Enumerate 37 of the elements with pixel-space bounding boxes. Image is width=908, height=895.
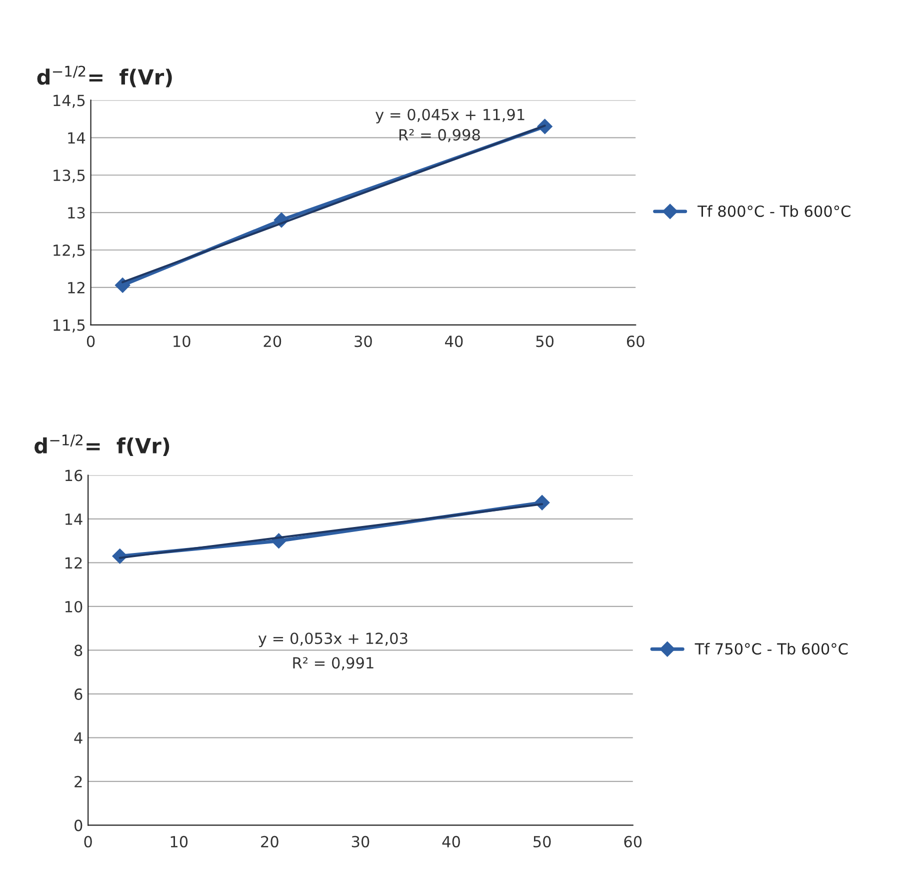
y-tick-label: 14	[68, 132, 86, 144]
x-tick-label: 60	[626, 336, 644, 348]
y-tick-label: 6	[74, 688, 82, 700]
y-tick-label: 4	[74, 732, 82, 744]
annotation: y = 0,045x + 11,91	[376, 108, 524, 124]
y-tick-label: 11,5	[54, 320, 85, 332]
x-tick-label: 50	[536, 336, 554, 348]
y-tick-label: 12	[68, 282, 84, 294]
y-tick-label: 14,5	[54, 94, 85, 108]
x-tick-label: 30	[352, 836, 370, 848]
annotation: R² = 0,991	[293, 657, 374, 670]
y-tick-label: 13	[68, 207, 85, 219]
x-tick-label: 20	[261, 836, 278, 848]
x-tick-label: 50	[534, 836, 551, 848]
chart-title: d$^{−1/2}$= f(Vr)	[34, 434, 170, 456]
y-tick-label: 12,5	[54, 244, 85, 258]
x-tick-label: 20	[264, 336, 282, 348]
legend-label: Tf 750°C - Tb 600°C	[694, 642, 848, 655]
x-tick-label: 40	[445, 336, 463, 348]
x-tick-label: 30	[354, 336, 372, 348]
x-tick-label: 60	[624, 836, 642, 848]
y-tick-label: 16	[65, 470, 82, 482]
y-tick-label: 10	[65, 600, 82, 612]
chart-title: d$^{−1/2}$= f(Vr)	[37, 66, 172, 88]
x-tick-label: 40	[442, 836, 460, 848]
annotation: R² = 0,998	[399, 129, 480, 142]
y-tick-label: 14	[65, 514, 82, 525]
y-tick-label: 2	[74, 776, 82, 788]
x-tick-label: 10	[174, 336, 190, 348]
y-tick-label: 8	[74, 644, 82, 656]
x-tick-label: 0	[86, 336, 95, 348]
y-tick-label: 0	[74, 820, 82, 832]
annotation: y = 0,053x + 12,03	[258, 632, 408, 648]
y-tick-label: 12	[65, 557, 82, 569]
x-tick-label: 10	[170, 836, 188, 848]
legend-label: Tf 800°C - Tb 600°C	[698, 205, 850, 217]
y-tick-label: 13,5	[54, 170, 85, 183]
